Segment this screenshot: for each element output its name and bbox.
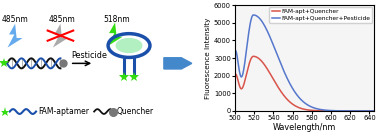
FancyArrow shape	[164, 58, 192, 69]
FAM-apt+Quencher+Pesticide	[299, 99, 304, 101]
Y-axis label: Fluorescence Intensity: Fluorescence Intensity	[205, 17, 211, 99]
Text: Pesticide: Pesticide	[71, 51, 107, 60]
Text: Quencher: Quencher	[117, 107, 154, 116]
Line: FAM-apt+Quencher: FAM-apt+Quencher	[235, 56, 374, 111]
FAM-apt+Quencher+Pesticide	[369, 110, 373, 112]
FAM-apt+Quencher	[308, 109, 313, 111]
FAM-apt+Quencher	[347, 110, 352, 112]
FAM-apt+Quencher	[316, 110, 321, 112]
FancyArrowPatch shape	[73, 61, 90, 66]
FAM-apt+Quencher	[233, 73, 237, 75]
FAM-apt+Quencher+Pesticide	[251, 14, 256, 16]
Text: FAM-aptamer: FAM-aptamer	[38, 107, 89, 116]
FAM-apt+Quencher+Pesticide	[300, 100, 305, 102]
FAM-apt+Quencher	[300, 108, 305, 110]
FAM-apt+Quencher+Pesticide	[372, 110, 376, 112]
Polygon shape	[107, 22, 122, 46]
Text: 485nm: 485nm	[49, 15, 76, 24]
FAM-apt+Quencher	[372, 110, 376, 112]
FAM-apt+Quencher+Pesticide	[316, 108, 321, 110]
FAM-apt+Quencher	[369, 110, 373, 112]
Text: 518nm: 518nm	[104, 15, 130, 24]
Circle shape	[116, 38, 143, 53]
Polygon shape	[53, 24, 68, 48]
FAM-apt+Quencher	[299, 108, 304, 109]
Polygon shape	[8, 24, 23, 48]
Legend: FAM-apt+Quencher, FAM-apt+Quencher+Pesticide: FAM-apt+Quencher, FAM-apt+Quencher+Pesti…	[270, 7, 372, 23]
FAM-apt+Quencher+Pesticide	[347, 110, 352, 112]
Text: 485nm: 485nm	[1, 15, 28, 24]
FAM-apt+Quencher+Pesticide	[308, 106, 313, 107]
FAM-apt+Quencher	[251, 56, 256, 57]
X-axis label: Wavelength/nm: Wavelength/nm	[273, 123, 336, 132]
FAM-apt+Quencher+Pesticide	[233, 50, 237, 51]
Line: FAM-apt+Quencher+Pesticide: FAM-apt+Quencher+Pesticide	[235, 15, 374, 111]
